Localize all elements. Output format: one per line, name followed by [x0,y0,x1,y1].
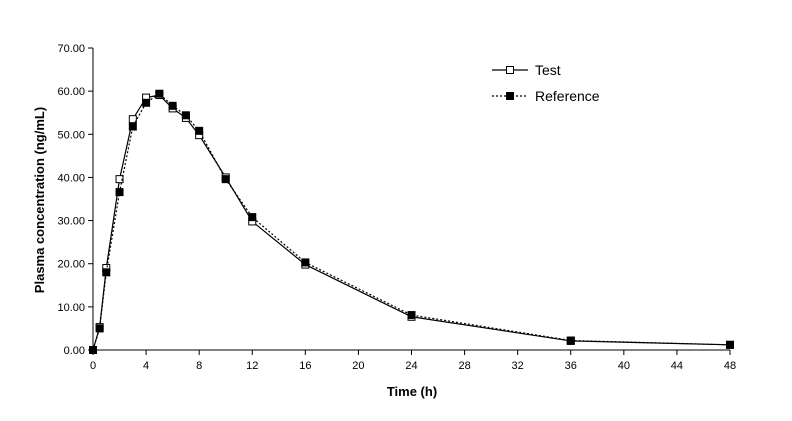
data-point-reference [301,258,310,267]
x-axis-title: Time (h) [387,384,437,399]
x-tick-label: 40 [618,360,630,372]
data-point-reference [102,268,111,277]
series-layer [89,89,734,354]
y-tick-label: 50.00 [57,129,85,141]
x-tick-label: 8 [196,360,202,372]
y-tick-label: 30.00 [57,216,85,228]
data-point-reference [566,336,575,345]
x-tick-label: 28 [458,360,470,372]
x-tick-label: 32 [512,360,524,372]
data-point-reference [89,346,97,354]
x-tick-label: 44 [671,360,683,372]
y-tick-label: 60.00 [57,86,85,98]
data-point-reference [95,324,104,333]
legend-marker-test [506,66,514,74]
series-reference [89,89,734,354]
data-point-reference [155,89,164,98]
y-tick-label: 0.00 [64,345,85,357]
y-tick-label: 20.00 [57,259,85,271]
y-tick-label: 70.00 [57,43,85,55]
data-point-reference [128,122,137,131]
data-point-reference [726,340,734,349]
x-tick-label: 12 [246,360,258,372]
series-line-test [92,94,731,351]
x-tick-label: 36 [565,360,577,372]
legend: Test Reference [492,62,600,104]
data-point-reference [248,213,257,222]
x-tick-label: 20 [352,360,364,372]
legend-label-test: Test [535,62,561,78]
data-point-reference [221,175,230,184]
legend-marker-reference [506,92,514,100]
data-point-reference [181,111,190,120]
data-point-reference [168,101,177,110]
y-tick-label: 10.00 [57,302,85,314]
y-axis-title: Plasma concentration (ng/mL) [32,107,47,293]
data-point-reference [142,98,151,107]
series-line-reference [92,92,731,351]
x-tick-label: 24 [405,360,417,372]
x-tick-label: 48 [724,360,736,372]
data-point-reference [195,126,204,135]
data-point-test [115,175,124,184]
y-tick-label: 40.00 [57,172,85,184]
x-tick-label: 4 [143,360,149,372]
x-tick-label: 0 [90,360,96,372]
legend-label-reference: Reference [535,88,600,104]
axes: 0.00 10.00 20.00 30.00 40.00 50.00 60.00 70.00 0… [57,43,736,372]
x-tick-label: 16 [299,360,311,372]
data-point-reference [407,311,416,320]
data-point-reference [115,188,124,197]
